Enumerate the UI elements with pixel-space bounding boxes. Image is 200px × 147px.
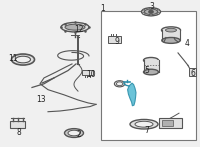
Circle shape	[149, 10, 153, 14]
Ellipse shape	[130, 119, 158, 129]
Ellipse shape	[116, 82, 123, 86]
Ellipse shape	[144, 57, 158, 63]
Text: 7: 7	[145, 126, 149, 135]
Text: 6: 6	[191, 69, 195, 78]
Bar	[159, 118, 182, 128]
Bar	[162, 120, 173, 126]
Text: 12: 12	[74, 25, 84, 34]
Text: 13: 13	[36, 95, 46, 104]
Bar	[144, 60, 159, 72]
Ellipse shape	[135, 121, 153, 127]
Circle shape	[143, 12, 145, 14]
Ellipse shape	[61, 22, 89, 32]
Text: 8: 8	[17, 128, 21, 137]
FancyBboxPatch shape	[189, 68, 196, 76]
Circle shape	[157, 12, 159, 14]
Ellipse shape	[65, 24, 85, 30]
Text: 5: 5	[145, 66, 149, 75]
Ellipse shape	[64, 129, 84, 137]
Bar	[10, 121, 25, 128]
Circle shape	[150, 8, 152, 9]
Ellipse shape	[166, 28, 177, 32]
Circle shape	[157, 9, 159, 11]
Ellipse shape	[68, 130, 80, 136]
Bar	[101, 11, 196, 140]
Text: 2: 2	[77, 130, 81, 139]
Ellipse shape	[162, 37, 180, 43]
Ellipse shape	[162, 27, 180, 34]
Ellipse shape	[16, 56, 30, 63]
Ellipse shape	[144, 9, 158, 15]
Text: 1: 1	[101, 4, 105, 13]
Bar	[162, 30, 180, 40]
Ellipse shape	[114, 81, 125, 87]
Text: 9: 9	[115, 37, 119, 46]
Text: 11: 11	[8, 54, 18, 63]
Ellipse shape	[12, 54, 35, 65]
FancyBboxPatch shape	[82, 70, 93, 75]
Circle shape	[143, 9, 145, 11]
Ellipse shape	[144, 69, 158, 75]
Circle shape	[150, 14, 152, 16]
Polygon shape	[128, 83, 136, 106]
Text: 4: 4	[185, 39, 189, 48]
Text: 10: 10	[86, 70, 96, 79]
FancyBboxPatch shape	[108, 36, 121, 43]
Ellipse shape	[142, 8, 160, 16]
Text: 3: 3	[150, 2, 154, 11]
